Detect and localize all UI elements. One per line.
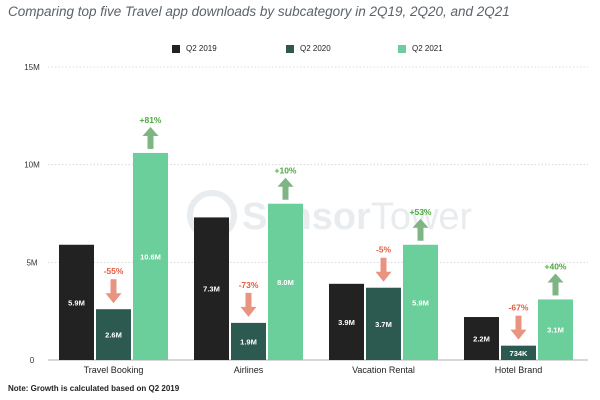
data-label: 5.9M bbox=[68, 298, 85, 307]
growth-label: -73% bbox=[239, 280, 259, 290]
bar bbox=[194, 217, 229, 360]
y-tick-label: 0 bbox=[30, 356, 35, 365]
down-arrow-icon bbox=[240, 306, 257, 317]
down-arrow-icon bbox=[245, 292, 252, 308]
y-tick-label: 15M bbox=[24, 63, 40, 72]
down-arrow-icon bbox=[375, 271, 392, 282]
legend-item-q2-2020: Q2 2020 bbox=[286, 44, 331, 53]
bar bbox=[133, 152, 168, 360]
bar bbox=[366, 287, 401, 360]
down-arrow-icon bbox=[110, 279, 117, 295]
bar bbox=[268, 203, 303, 360]
up-arrow-icon bbox=[552, 281, 559, 296]
data-label: 2.2M bbox=[473, 335, 490, 344]
growth-label: +53% bbox=[410, 207, 432, 217]
data-label: 5.9M bbox=[412, 298, 429, 307]
x-tick-label: Hotel Brand bbox=[495, 365, 543, 375]
growth-label: -55% bbox=[104, 266, 124, 276]
bars: 5.9M 2.6M 10.6M 7.3M 1.9M 8.0M 3.9M 3.7M 5.9M 2.2… bbox=[59, 152, 573, 360]
x-tick-label: Airlines bbox=[234, 365, 264, 375]
y-tick-label: 5M bbox=[26, 258, 37, 267]
chart-title: Comparing top five Travel app downloads … bbox=[8, 4, 510, 19]
growth-label: -5% bbox=[376, 245, 392, 255]
down-arrow-icon bbox=[510, 329, 527, 340]
legend: Q2 2019 Q2 2020 Q2 2021 bbox=[0, 44, 600, 58]
bar bbox=[59, 244, 94, 360]
bar bbox=[501, 345, 536, 360]
bar bbox=[403, 244, 438, 360]
legend-swatch-q2-2021 bbox=[398, 44, 406, 53]
x-axis-ticks: Travel Booking Airlines Vacation Rental Hot… bbox=[84, 365, 543, 375]
data-label: 3.7M bbox=[375, 320, 392, 329]
down-arrow-icon bbox=[515, 315, 522, 331]
data-label: 1.9M bbox=[240, 337, 257, 346]
growth-label: +40% bbox=[545, 261, 567, 271]
data-label: 8.0M bbox=[277, 278, 294, 287]
up-arrow-icon bbox=[142, 126, 159, 136]
legend-label-q2-2020: Q2 2020 bbox=[300, 44, 331, 53]
bar bbox=[231, 322, 266, 360]
y-axis-ticks: 0 5M 10M 15M bbox=[24, 63, 40, 365]
growth-label: +10% bbox=[275, 166, 297, 176]
up-arrow-icon bbox=[277, 177, 294, 187]
data-label: 7.3M bbox=[203, 285, 220, 294]
legend-swatch-q2-2019 bbox=[172, 44, 180, 53]
growth-label: +81% bbox=[140, 115, 162, 125]
down-arrow-icon bbox=[380, 257, 387, 273]
bar bbox=[538, 299, 573, 360]
data-label: 2.6M bbox=[105, 331, 122, 340]
x-tick-label: Vacation Rental bbox=[352, 365, 415, 375]
footnote: Note: Growth is calculated based on Q2 2… bbox=[8, 384, 180, 393]
legend-item-q2-2021: Q2 2021 bbox=[398, 44, 443, 53]
data-label: 734K bbox=[510, 349, 529, 358]
growth-label: -67% bbox=[509, 303, 529, 313]
legend-item-q2-2019: Q2 2019 bbox=[172, 44, 217, 53]
bar bbox=[96, 309, 131, 360]
data-label: 10.6M bbox=[140, 252, 161, 261]
down-arrow-icon bbox=[105, 293, 122, 304]
up-arrow-icon bbox=[412, 218, 429, 228]
bar bbox=[464, 317, 499, 360]
watermark-text-part1: Sensor bbox=[242, 196, 371, 238]
data-label: 3.1M bbox=[547, 326, 564, 335]
up-arrow-icon bbox=[147, 134, 154, 149]
y-tick-label: 10M bbox=[24, 161, 40, 170]
up-arrow-icon bbox=[547, 273, 564, 283]
legend-swatch-q2-2020 bbox=[286, 44, 294, 53]
legend-label-q2-2021: Q2 2021 bbox=[412, 44, 443, 53]
up-arrow-icon bbox=[417, 226, 424, 241]
growth-annotations: -55% +81% -73% +10% -5% +53% -67% +40% bbox=[104, 115, 567, 340]
bar bbox=[329, 283, 364, 360]
data-label: 3.9M bbox=[338, 318, 355, 327]
x-tick-label: Travel Booking bbox=[84, 365, 144, 375]
legend-label-q2-2019: Q2 2019 bbox=[186, 44, 217, 53]
up-arrow-icon bbox=[282, 185, 289, 200]
